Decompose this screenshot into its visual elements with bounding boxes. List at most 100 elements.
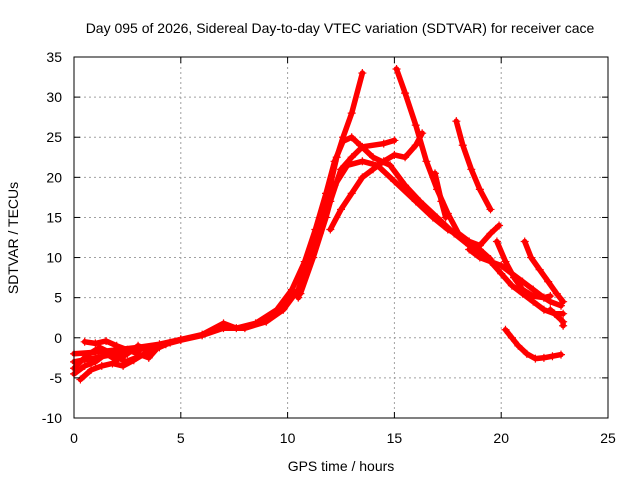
data-point-sat-d-4 bbox=[343, 161, 352, 170]
data-point-sat-a-18 bbox=[358, 69, 367, 78]
data-point-sat-m-4 bbox=[531, 354, 540, 363]
data-point-sat-l-2 bbox=[535, 265, 544, 274]
data-point-sat-r-1 bbox=[82, 351, 91, 360]
data-point-sat-n-2 bbox=[559, 321, 568, 330]
data-point-sat-k-5 bbox=[539, 293, 548, 302]
data-point-sat-g-0 bbox=[430, 169, 439, 178]
data-point-sat-q-7 bbox=[155, 341, 164, 350]
x-axis-label: GPS time / hours bbox=[288, 458, 395, 474]
data-point-sat-q-0 bbox=[80, 337, 89, 346]
series-line-sat-e bbox=[327, 130, 425, 233]
series-line-sat-r bbox=[71, 344, 139, 372]
data-point-sat-h-2 bbox=[467, 165, 476, 174]
data-point-sat-q-1 bbox=[91, 339, 100, 348]
y-tick-label-5: 15 bbox=[46, 209, 62, 225]
data-point-sat-e-8 bbox=[411, 141, 420, 150]
data-point-sat-d-8 bbox=[411, 197, 420, 206]
data-point-sat-m-0 bbox=[501, 325, 510, 334]
data-point-sat-k-3 bbox=[518, 285, 527, 294]
x-tick-label-5: 25 bbox=[600, 430, 616, 446]
data-point-sat-b-9 bbox=[251, 319, 260, 328]
x-tick-label-2: 10 bbox=[280, 430, 296, 446]
data-point-sat-a-17 bbox=[347, 109, 356, 118]
data-point-sat-k-1 bbox=[501, 257, 510, 266]
data-point-sat-f-10 bbox=[495, 221, 504, 230]
data-point-sat-e-7 bbox=[401, 153, 410, 162]
data-point-sat-k-0 bbox=[492, 237, 501, 246]
data-point-sat-b-16 bbox=[339, 137, 348, 146]
data-point-sat-b-8 bbox=[232, 324, 241, 333]
data-point-sat-m-6 bbox=[548, 352, 557, 361]
data-point-sat-e-4 bbox=[369, 165, 378, 174]
y-tick-label-1: -5 bbox=[50, 370, 63, 386]
data-point-sat-l-4 bbox=[552, 289, 561, 298]
series-line-sat-l bbox=[521, 238, 566, 305]
series-sat-q bbox=[80, 336, 170, 362]
data-point-sat-e-2 bbox=[347, 189, 356, 198]
data-point-sat-j-7 bbox=[559, 309, 568, 318]
data-point-sat-r-5 bbox=[131, 353, 140, 362]
data-point-sat-g-1 bbox=[437, 197, 446, 206]
data-point-sat-i-1 bbox=[475, 253, 484, 262]
series-sat-e bbox=[326, 129, 427, 234]
y-tick-label-3: 5 bbox=[54, 290, 62, 306]
data-point-sat-b-15 bbox=[330, 157, 339, 166]
data-point-sat-q-3 bbox=[112, 341, 121, 350]
x-tick-label-4: 20 bbox=[493, 430, 509, 446]
series-group bbox=[70, 65, 568, 384]
data-point-sat-d-0 bbox=[296, 289, 305, 298]
data-point-sat-n-0 bbox=[546, 305, 555, 314]
data-point-sat-l-1 bbox=[527, 253, 536, 262]
chart-title: Day 095 of 2026, Sidereal Day-to-day VTE… bbox=[86, 20, 595, 36]
data-point-sat-k-2 bbox=[510, 273, 519, 282]
y-tick-label-9: 35 bbox=[46, 49, 62, 65]
data-point-sat-f-8 bbox=[475, 241, 484, 250]
data-point-sat-b-7 bbox=[219, 319, 228, 328]
y-tick-label-7: 25 bbox=[46, 129, 62, 145]
data-point-sat-l-0 bbox=[520, 237, 529, 246]
data-point-sat-o-10 bbox=[176, 335, 185, 344]
series-sat-m bbox=[501, 325, 566, 363]
data-point-sat-b-11 bbox=[287, 285, 296, 294]
data-point-sat-c-6 bbox=[358, 142, 367, 151]
data-point-sat-d-7 bbox=[390, 177, 399, 186]
data-point-sat-p-0 bbox=[76, 375, 85, 384]
data-point-sat-m-7 bbox=[557, 350, 566, 359]
data-point-sat-j-0 bbox=[486, 257, 495, 266]
data-point-sat-h-4 bbox=[486, 205, 495, 214]
data-point-sat-e-1 bbox=[337, 205, 345, 214]
data-point-sat-b-12 bbox=[300, 257, 309, 266]
data-point-sat-b-19 bbox=[369, 153, 378, 162]
data-point-sat-f-1 bbox=[401, 89, 410, 98]
x-tick-labels: 0 5 10 15 20 25 bbox=[70, 430, 616, 446]
data-point-sat-l-5 bbox=[559, 297, 568, 306]
y-tick-label-2: 0 bbox=[54, 330, 62, 346]
data-point-sat-m-2 bbox=[514, 341, 523, 350]
data-point-sat-p-3 bbox=[108, 359, 117, 368]
x-tick-label-0: 0 bbox=[70, 430, 78, 446]
y-tick-labels: -10 -5 0 5 10 15 20 25 30 35 bbox=[42, 49, 62, 426]
data-point-sat-r-4 bbox=[121, 357, 130, 366]
data-point-sat-r-3 bbox=[108, 349, 117, 358]
data-point-sat-d-10 bbox=[443, 225, 452, 234]
data-point-sat-e-3 bbox=[358, 173, 367, 182]
series-sat-k bbox=[492, 237, 555, 302]
data-point-sat-h-1 bbox=[458, 141, 467, 150]
data-point-sat-l-3 bbox=[544, 277, 553, 286]
series-sat-g bbox=[430, 169, 450, 222]
data-point-sat-d-9 bbox=[428, 213, 437, 222]
data-point-sat-b-6 bbox=[198, 330, 207, 339]
data-point-sat-j-2 bbox=[507, 281, 516, 290]
x-tick-label-1: 5 bbox=[177, 430, 185, 446]
data-point-sat-e-6 bbox=[390, 150, 399, 159]
y-tick-label-6: 20 bbox=[46, 169, 62, 185]
data-point-sat-d-3 bbox=[330, 181, 339, 190]
data-point-sat-f-6 bbox=[454, 229, 463, 238]
data-point-sat-b-13 bbox=[311, 225, 320, 234]
data-point-sat-g-2 bbox=[441, 213, 450, 222]
y-axis-label: SDTVAR / TECUs bbox=[5, 182, 21, 294]
data-point-sat-d-1 bbox=[309, 253, 318, 262]
data-point-sat-o-2 bbox=[91, 357, 100, 366]
data-point-sat-q-6 bbox=[144, 353, 153, 362]
